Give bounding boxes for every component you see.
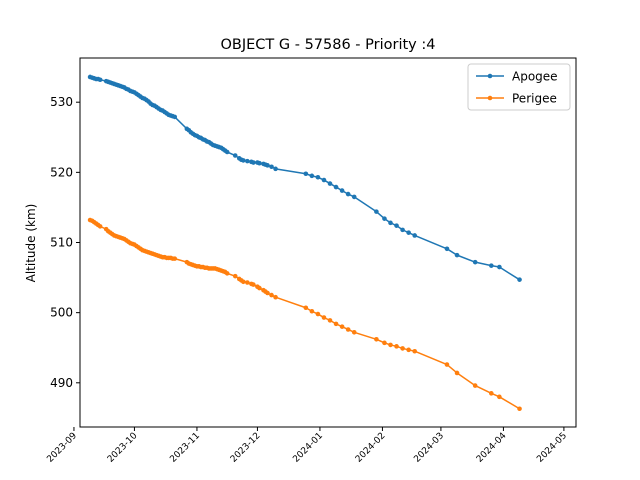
data-point-perigee xyxy=(472,383,478,388)
series-apogee xyxy=(87,74,522,282)
series-perigee xyxy=(87,217,522,412)
data-point-perigee xyxy=(400,346,405,351)
legend-item-perigee: Perigee xyxy=(476,92,557,106)
chart-title: OBJECT G - 57586 - Priority :4 xyxy=(221,37,436,53)
data-point-apogee xyxy=(382,216,387,221)
data-point-perigee xyxy=(232,273,238,279)
data-point-perigee xyxy=(351,329,357,335)
data-point-apogee xyxy=(251,160,256,165)
y-tick-label: 510 xyxy=(50,236,73,250)
data-point-perigee xyxy=(497,394,502,400)
data-point-perigee xyxy=(172,256,178,261)
data-point-perigee xyxy=(339,324,345,329)
y-tick-label: 490 xyxy=(50,376,73,390)
legend-item-apogee: Apogee xyxy=(476,70,558,84)
data-point-perigee xyxy=(273,294,278,300)
data-point-apogee xyxy=(257,160,262,166)
data-point-apogee xyxy=(303,171,309,177)
y-tick-label: 500 xyxy=(50,306,73,320)
data-point-perigee xyxy=(224,271,230,276)
data-point-perigee xyxy=(454,370,460,376)
y-axis: 490 500 510 520 530 xyxy=(50,95,80,390)
data-point-apogee xyxy=(497,264,502,270)
data-point-perigee xyxy=(406,347,411,353)
data-point-perigee xyxy=(241,279,246,285)
data-point-perigee xyxy=(412,348,418,354)
data-point-apogee xyxy=(172,114,178,120)
data-point-apogee xyxy=(315,174,321,180)
data-point-apogee xyxy=(309,173,315,179)
data-point-apogee xyxy=(245,158,250,164)
data-point-perigee xyxy=(269,292,274,298)
data-point-apogee xyxy=(374,209,379,214)
legend: Apogee Perigee xyxy=(467,63,571,111)
data-point-apogee xyxy=(406,230,411,235)
data-point-apogee xyxy=(444,246,450,252)
data-point-perigee xyxy=(245,280,250,285)
data-point-perigee xyxy=(265,290,270,296)
data-point-perigee xyxy=(345,327,351,332)
data-point-apogee xyxy=(472,259,478,265)
data-point-perigee xyxy=(489,391,494,396)
data-point-perigee xyxy=(374,337,379,342)
data-point-apogee xyxy=(388,220,393,226)
data-point-perigee xyxy=(309,308,315,314)
data-point-perigee xyxy=(303,305,309,311)
data-point-perigee xyxy=(333,321,339,327)
data-point-apogee xyxy=(517,277,522,282)
data-point-apogee xyxy=(333,184,339,190)
data-point-apogee xyxy=(351,194,357,200)
data-point-perigee xyxy=(315,311,321,317)
legend-label: Perigee xyxy=(512,92,557,106)
data-point-apogee xyxy=(394,223,399,228)
data-point-perigee xyxy=(394,344,399,349)
series-layer xyxy=(87,74,522,412)
data-point-apogee xyxy=(269,164,274,170)
legend-marker xyxy=(487,95,493,101)
data-point-perigee xyxy=(251,282,256,287)
data-point-apogee xyxy=(345,191,351,197)
data-point-apogee xyxy=(241,158,246,163)
data-point-apogee xyxy=(327,181,333,186)
data-point-perigee xyxy=(327,318,333,323)
data-point-apogee xyxy=(454,252,460,258)
data-point-perigee xyxy=(97,224,103,229)
data-point-apogee xyxy=(489,263,494,268)
y-axis-label: Altitude (km) xyxy=(24,204,38,283)
data-point-perigee xyxy=(517,406,522,412)
y-tick-label: 520 xyxy=(50,165,73,179)
data-point-apogee xyxy=(400,227,405,233)
data-point-perigee xyxy=(321,315,327,320)
data-point-apogee xyxy=(265,163,270,168)
data-point-perigee xyxy=(444,362,450,367)
data-point-perigee xyxy=(257,285,262,291)
data-point-apogee xyxy=(412,233,418,238)
legend-label: Apogee xyxy=(512,70,558,84)
data-point-apogee xyxy=(273,166,278,172)
data-point-apogee xyxy=(232,153,238,158)
data-point-apogee xyxy=(224,149,230,155)
legend-marker xyxy=(487,73,493,79)
data-point-apogee xyxy=(97,77,103,83)
y-tick-label: 530 xyxy=(50,95,73,109)
data-point-apogee xyxy=(339,188,345,193)
data-point-apogee xyxy=(321,177,327,183)
data-point-perigee xyxy=(382,340,387,346)
data-point-perigee xyxy=(388,342,393,348)
